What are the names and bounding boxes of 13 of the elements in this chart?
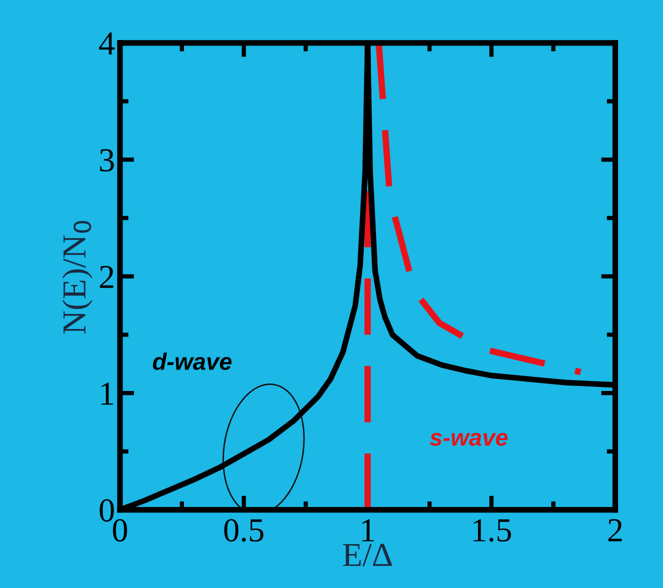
x-tick-label: 0.5 xyxy=(224,519,264,542)
y-tick-label: 4 xyxy=(99,32,115,54)
text: s-wave xyxy=(430,432,508,446)
y-tick-label: 3 xyxy=(100,149,114,172)
x-axis-title: E/Δ xyxy=(343,544,392,566)
y-tick-label: 2 xyxy=(100,266,114,288)
y-tick-label: 0 xyxy=(100,499,114,522)
y-axis-title: N(E)/N$_{0}$ xyxy=(62,220,92,334)
x-tick-label: 2 xyxy=(608,519,622,542)
text: d-wave xyxy=(152,352,232,370)
y-tick-label: 1 xyxy=(101,382,114,405)
x-tick-label: 1 xyxy=(362,519,374,542)
x-tick-label: 1.5 xyxy=(474,519,511,542)
